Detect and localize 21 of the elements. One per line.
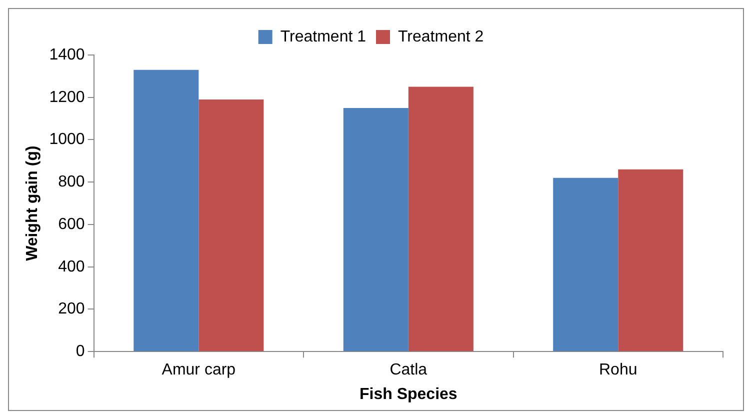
y-axis-title: Weight gain (g) bbox=[24, 146, 42, 261]
bar bbox=[553, 178, 618, 352]
x-tick-label: Rohu bbox=[599, 362, 638, 379]
y-tick-label: 1400 bbox=[49, 46, 85, 64]
legend-label: Treatment 1 bbox=[280, 28, 366, 46]
y-tick-label: 0 bbox=[76, 343, 85, 360]
y-tick-label: 200 bbox=[58, 300, 85, 318]
y-tick-label: 800 bbox=[58, 174, 85, 191]
legend-label: Treatment 2 bbox=[398, 28, 484, 46]
y-tick-label: 600 bbox=[58, 216, 85, 233]
y-tick-label: 400 bbox=[58, 258, 85, 276]
y-tick-label: 1200 bbox=[49, 88, 85, 106]
x-tick-label: Catla bbox=[390, 362, 428, 379]
bar bbox=[198, 99, 264, 352]
x-axis-title: Fish Species bbox=[359, 386, 458, 403]
bar bbox=[618, 169, 684, 352]
bar bbox=[343, 108, 408, 352]
bar bbox=[408, 86, 474, 352]
bar bbox=[134, 70, 199, 352]
y-tick-label: 1000 bbox=[49, 131, 85, 148]
x-tick-label: Amur carp bbox=[162, 362, 236, 379]
